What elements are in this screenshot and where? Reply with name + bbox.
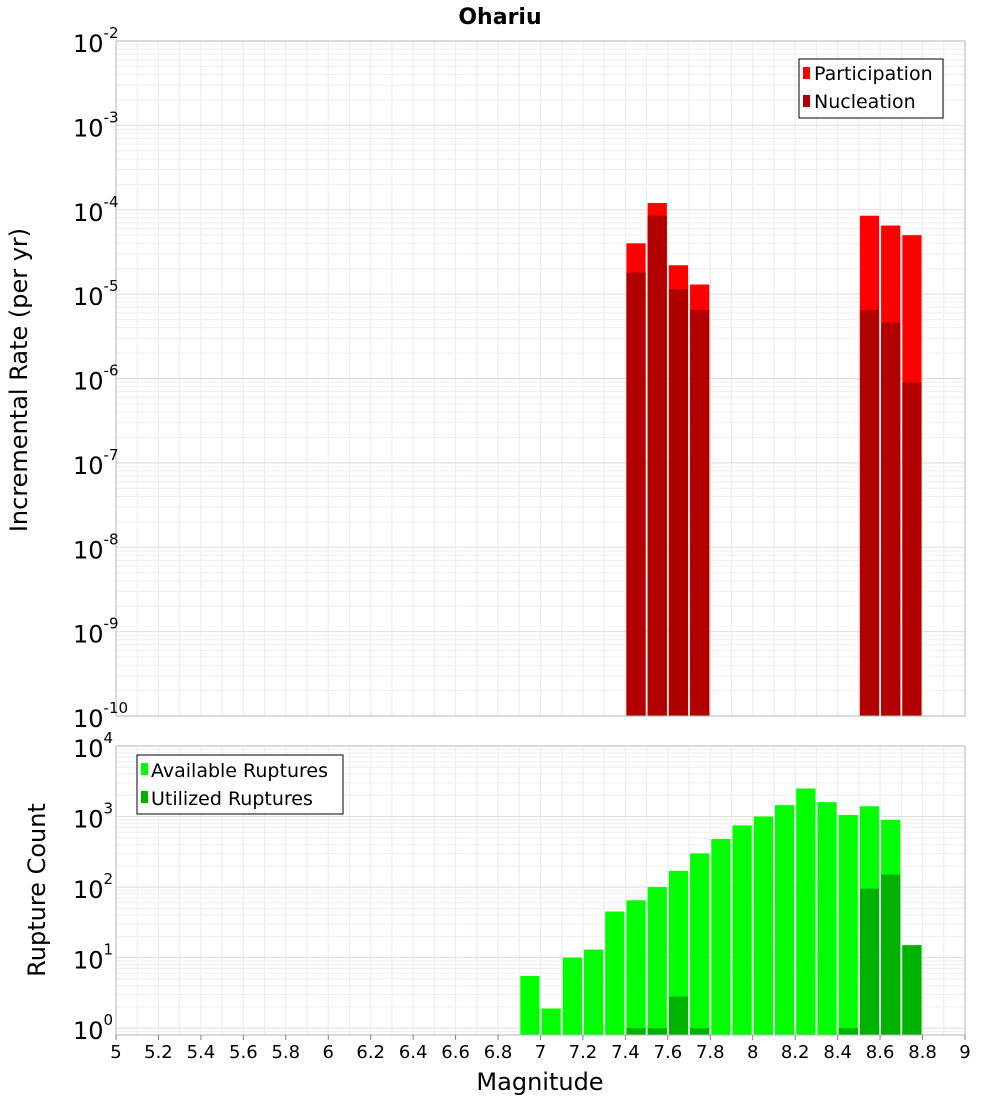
count-bar-utilized-ruptures <box>668 996 689 1035</box>
count-bar-utilized-ruptures <box>690 1028 710 1035</box>
rate-legend: Participation Nucleation <box>798 58 944 119</box>
rate-y-tick-label: 10-4 <box>73 193 119 227</box>
count-y-tick-label: 104 <box>73 729 113 763</box>
rate-bar-nucleation <box>647 215 667 717</box>
count-bar-available-ruptures <box>562 957 582 1035</box>
chart-title: Ohariu <box>458 5 541 30</box>
x-tick-label: 7 <box>535 1042 546 1063</box>
rate-y-axis-label: Incremental Rate (per yr) <box>5 228 33 532</box>
x-tick-label: 5.6 <box>229 1042 258 1063</box>
count-bar-available-ruptures <box>541 1008 561 1035</box>
legend-label-available: Available Ruptures <box>151 760 328 782</box>
x-tick-label: 6.6 <box>441 1042 470 1063</box>
count-y-tick-label: 102 <box>73 870 113 904</box>
count-y-tick-label: 101 <box>73 941 113 975</box>
count-bars <box>520 788 922 1035</box>
legend-swatch-available <box>141 763 148 775</box>
count-bar-available-ruptures <box>732 825 752 1035</box>
count-bar-available-ruptures <box>753 816 773 1035</box>
count-bar-utilized-ruptures <box>647 1028 667 1035</box>
count-bar-utilized-ruptures <box>838 1028 858 1035</box>
legend-swatch-utilized <box>141 791 148 803</box>
rate-y-tick-label: 10-2 <box>73 24 119 58</box>
x-tick-label: 5.8 <box>271 1042 300 1063</box>
x-tick-label: 7.2 <box>569 1042 598 1063</box>
count-bar-available-ruptures <box>796 788 816 1035</box>
rate-panel: 10-2 10-3 10-4 10-5 10-6 10-7 10-8 10-9 10-10 In… <box>5 24 966 733</box>
x-axis-label: Magnitude <box>476 1068 603 1096</box>
rate-bars <box>626 203 922 717</box>
x-tick-label: 7.6 <box>654 1042 683 1063</box>
rate-legend-box <box>798 58 944 119</box>
count-y-axis-label: Rupture Count <box>23 803 51 977</box>
count-y-tick-label: 100 <box>73 1011 113 1045</box>
count-bar-available-ruptures <box>690 853 710 1035</box>
rate-y-tick-label: 10-5 <box>73 277 119 311</box>
x-tick-label: 5.4 <box>187 1042 216 1063</box>
count-bar-available-ruptures <box>647 887 667 1035</box>
x-tick-label: 6.4 <box>399 1042 428 1063</box>
count-bar-available-ruptures <box>520 975 540 1035</box>
rate-bar-nucleation <box>626 272 646 716</box>
rate-y-tick-label: 10-7 <box>73 446 119 480</box>
rate-grid <box>115 40 966 717</box>
x-tick-label: 6.2 <box>356 1042 385 1063</box>
count-bar-available-ruptures <box>605 911 625 1035</box>
count-bar-available-ruptures <box>838 815 858 1035</box>
count-bar-available-ruptures <box>583 949 604 1035</box>
x-tick-label: 6.8 <box>484 1042 513 1063</box>
rate-y-ticks: 10-2 10-3 10-4 10-5 10-6 10-7 10-8 10-9 10-10 <box>73 24 128 733</box>
legend-swatch-participation <box>803 67 810 79</box>
count-bar-utilized-ruptures <box>859 888 880 1035</box>
rate-plot-frame <box>115 40 966 717</box>
x-tick-label: 8.8 <box>908 1042 937 1063</box>
count-bar-available-ruptures <box>817 802 837 1035</box>
count-bar-available-ruptures <box>626 900 646 1035</box>
x-tick-label: 7.4 <box>611 1042 640 1063</box>
count-legend: Available Ruptures Utilized Ruptures <box>136 754 344 815</box>
x-ticks: 5 5.2 5.4 5.6 5.8 6 6.2 6.4 6.6 6.8 7 7.2 7.4 7.6 7.8 8… <box>110 1035 971 1063</box>
count-bar-available-ruptures <box>668 870 689 1035</box>
rate-bar-nucleation <box>881 322 901 716</box>
legend-label-nucleation: Nucleation <box>814 91 916 113</box>
x-tick-label: 8.2 <box>781 1042 810 1063</box>
count-bar-available-ruptures <box>774 805 795 1035</box>
count-bar-utilized-ruptures <box>626 1028 646 1035</box>
rate-y-tick-label: 10-3 <box>73 108 119 142</box>
rate-bar-nucleation <box>690 309 710 716</box>
count-panel: 104 103 102 101 100 5 5.2 5.4 5.6 5.8 6 6.2 6.4 6.6 6… <box>23 729 971 1096</box>
x-tick-label: 6 <box>323 1042 334 1063</box>
count-bar-available-ruptures <box>711 839 731 1035</box>
count-bar-utilized-ruptures <box>902 945 922 1035</box>
rate-y-tick-label: 10-8 <box>73 530 119 564</box>
x-tick-label: 8 <box>747 1042 758 1063</box>
rate-y-tick-label: 10-6 <box>73 362 119 396</box>
legend-swatch-nucleation <box>803 95 810 107</box>
x-tick-label: 8.4 <box>823 1042 852 1063</box>
x-tick-label: 9 <box>959 1042 970 1063</box>
count-y-ticks: 104 103 102 101 100 <box>73 729 113 1045</box>
rate-bar-nucleation <box>859 309 880 716</box>
x-tick-label: 7.8 <box>696 1042 725 1063</box>
count-legend-box <box>136 754 344 815</box>
rate-y-tick-label: 10-10 <box>73 699 128 733</box>
legend-label-participation: Participation <box>814 63 933 85</box>
x-tick-label: 5 <box>110 1042 121 1063</box>
count-y-tick-label: 103 <box>73 800 113 834</box>
rate-bar-nucleation <box>668 289 689 716</box>
x-tick-label: 8.6 <box>866 1042 895 1063</box>
legend-label-utilized: Utilized Ruptures <box>151 788 313 810</box>
x-tick-label: 5.2 <box>144 1042 173 1063</box>
count-bar-utilized-ruptures <box>881 874 901 1035</box>
rate-bar-nucleation <box>902 382 922 716</box>
rate-y-tick-label: 10-9 <box>73 615 119 649</box>
